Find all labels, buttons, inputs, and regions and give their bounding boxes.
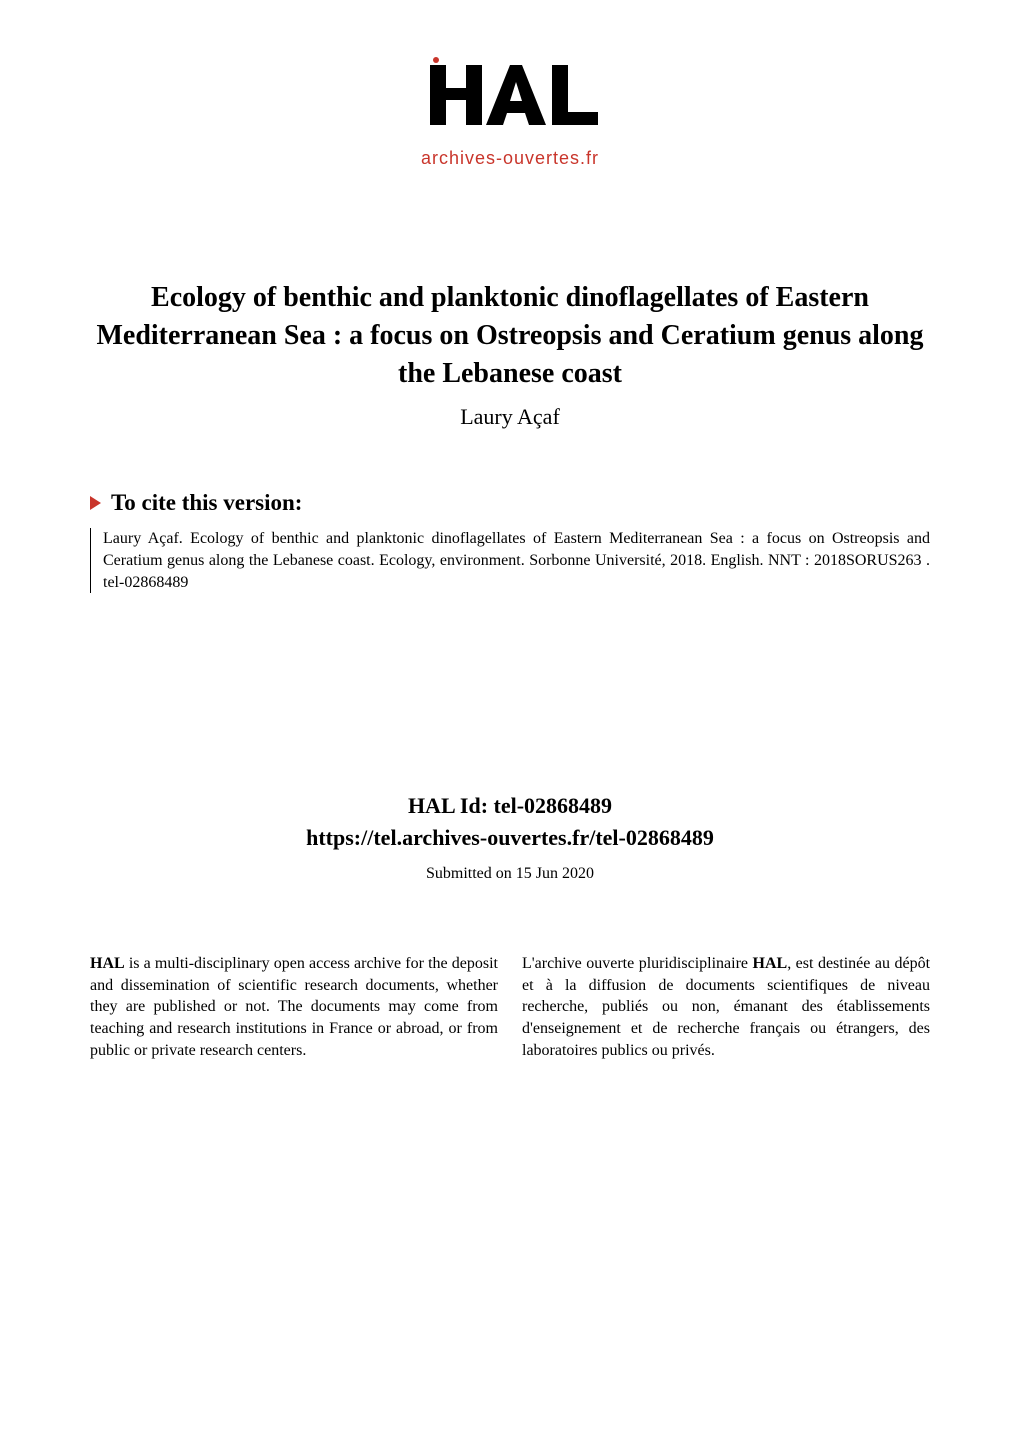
paper-author: Laury Açaf (90, 404, 930, 430)
footer-left: HAL is a multi-disciplinary open access … (90, 953, 498, 1061)
hal-url: https://tel.archives-ouvertes.fr/tel-028… (0, 825, 1020, 851)
logo-section: archives-ouvertes.fr (0, 0, 1020, 169)
triangle-icon (90, 496, 101, 510)
cite-title: To cite this version: (111, 490, 302, 516)
footer-section: HAL is a multi-disciplinary open access … (0, 953, 1020, 1061)
cite-body: Laury Açaf. Ecology of benthic and plank… (90, 528, 930, 593)
hal-logo: archives-ouvertes.fr (410, 50, 610, 169)
cite-section: To cite this version: Laury Açaf. Ecolog… (0, 490, 1020, 593)
title-section: Ecology of benthic and planktonic dinofl… (0, 279, 1020, 430)
hal-logo-svg (410, 50, 610, 150)
submitted-date: Submitted on 15 Jun 2020 (0, 865, 1020, 883)
footer-right: L'archive ouverte pluridisciplinaire HAL… (522, 953, 930, 1061)
paper-title: Ecology of benthic and planktonic dinofl… (90, 279, 930, 392)
cite-header: To cite this version: (90, 490, 930, 516)
logo-subtitle: archives-ouvertes.fr (421, 148, 599, 169)
hal-id: HAL Id: tel-02868489 (0, 793, 1020, 819)
hal-id-section: HAL Id: tel-02868489 https://tel.archive… (0, 793, 1020, 883)
